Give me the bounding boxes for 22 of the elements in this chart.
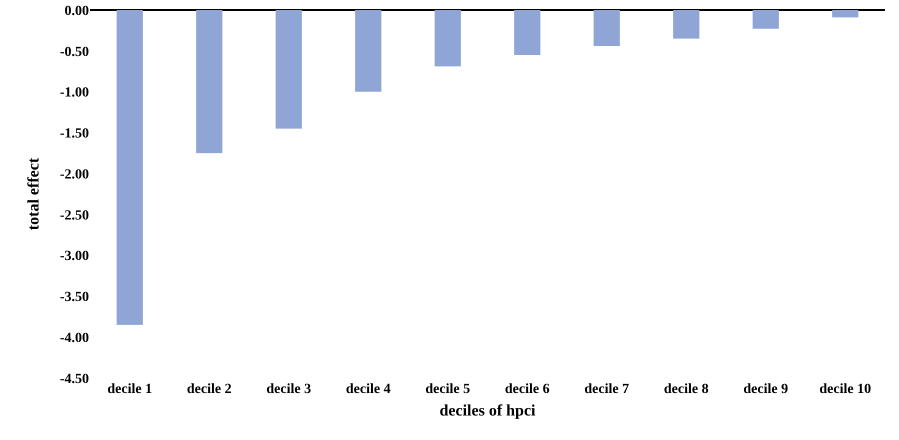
- x-tick-label: decile 4: [346, 382, 391, 397]
- y-tick-label: -0.50: [60, 44, 89, 60]
- x-axis-title: deciles of hpci: [440, 402, 536, 420]
- x-tick-label: decile 2: [186, 382, 232, 397]
- x-tick-label: decile 7: [584, 382, 630, 397]
- y-tick-label: -4.00: [60, 331, 89, 346]
- x-tick-label: decile 5: [425, 382, 470, 397]
- y-tick-label: -3.50: [60, 290, 89, 306]
- y-tick-label: -4.50: [60, 372, 89, 387]
- y-tick-label: -2.00: [60, 167, 89, 182]
- x-tick-label: decile 10: [819, 382, 872, 397]
- y-axis-title: total effect: [26, 157, 43, 230]
- y-tick-label: 0.00: [64, 4, 89, 19]
- x-tick-label: decile 9: [743, 382, 788, 397]
- y-tick-label: -2.50: [60, 208, 89, 224]
- x-tick-label: decile 1: [107, 382, 152, 397]
- x-tick-label: decile 8: [664, 382, 709, 397]
- y-tick-label: -1.50: [60, 126, 89, 142]
- y-tick-label: -1.00: [60, 86, 89, 101]
- x-tick-label: decile 6: [504, 382, 550, 397]
- y-tick-label: -3.00: [60, 249, 89, 264]
- x-tick-label: decile 3: [266, 382, 312, 397]
